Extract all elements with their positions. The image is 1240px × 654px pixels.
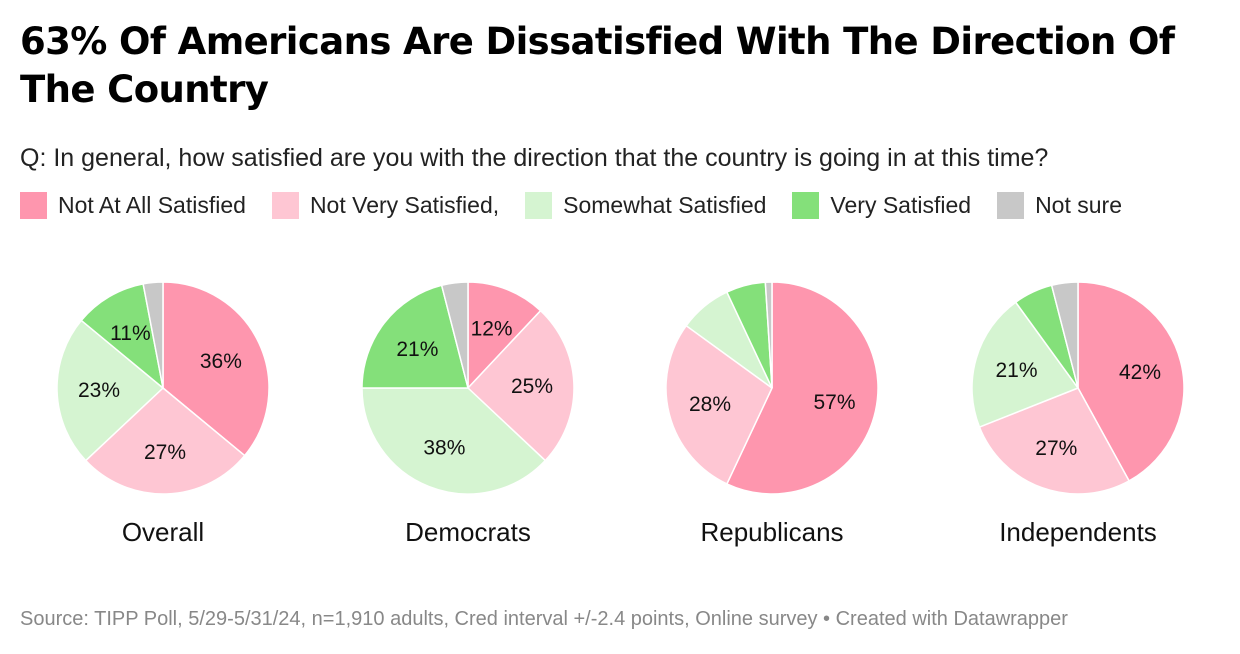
pie-independents: 42% 27% 21% Independents [971,281,1185,547]
pie-slice-very-satisfied [80,283,165,390]
slice-value-label: 21% [396,338,438,361]
legend-label: Not At All Satisfied [58,192,246,218]
legend-item-not-very-satisfied: Not Very Satisfied, [271,192,500,219]
legend-item-very-satisfied: Very Satisfied [792,192,971,219]
pie-slice-not-very-satisfied [978,387,1131,495]
legend-label: Not Very Satisfied, [309,192,500,218]
pie-group-label: Democrats [405,517,531,547]
pie-slice-not-at-all-satisfied [1077,281,1185,482]
pie-group-label: Overall [122,517,204,547]
legend-swatch [997,192,1025,219]
slice-value-label: 36% [200,350,242,373]
pie-slice-very-satisfied [361,284,469,389]
pie-republicans: 57% 28% Republicans [665,281,879,547]
pie-slice-not-at-all-satisfied [725,281,879,495]
pie-slice-not-sure [1050,281,1079,389]
legend-label: Somewhat Satisfied [563,192,767,218]
pie-slice-not-very-satisfied [466,309,575,462]
slice-value-label: 12% [471,318,513,341]
legend-item-not-at-all-satisfied: Not At All Satisfied [20,192,246,219]
slice-value-label: 28% [689,393,731,416]
pie-slice-not-sure [440,281,469,389]
chart-title: 63% Of Americans Are Dissatisfied With T… [20,20,1175,111]
legend-label: Very Satisfied [830,192,972,218]
pie-slice-not-very-satisfied [665,324,773,485]
legend-swatch [525,192,553,219]
slice-value-label: 38% [423,437,465,460]
source-note: Source: TIPP Poll, 5/29-5/31/24, n=1,910… [20,608,1068,630]
slice-value-label: 21% [995,359,1037,382]
slice-value-label: 25% [511,375,553,398]
pie-slice-not-at-all-satisfied [162,281,270,457]
slice-value-label: 27% [144,441,186,464]
slice-value-label: 42% [1119,361,1161,384]
slice-value-label: 23% [78,379,120,402]
slice-value-label: 11% [110,322,150,345]
slice-value-label: 57% [813,391,855,414]
legend-item-somewhat-satisfied: Somewhat Satisfied [525,192,766,219]
legend-label: Not sure [1035,192,1122,218]
slice-value-label: 27% [1035,437,1077,460]
pie-group-label: Republicans [700,517,843,547]
legend-swatch [20,192,47,219]
pie-slice-somewhat-satisfied [361,387,547,495]
pie-group-label: Independents [999,517,1157,547]
pie-slice-somewhat-satisfied [971,301,1080,428]
legend-swatch [271,192,299,219]
legend-swatch [792,192,820,219]
pie-slice-somewhat-satisfied [56,319,165,462]
pie-overall: 36% 27% 23% 11% Overall [56,281,270,547]
chart-subtitle: Q: In general, how satisfied are you wit… [20,144,1049,172]
legend-item-not-sure: Not sure [997,192,1122,219]
pie-democrats: 12% 25% 38% 21% Democrats [361,281,575,547]
pie-slice-not-sure [764,281,773,389]
legend: Not At All Satisfied Not Very Satisfied,… [20,192,1148,219]
pie-slice-not-at-all-satisfied [467,281,542,390]
pie-slice-not-sure [142,281,164,389]
pie-slice-not-very-satisfied [84,387,246,495]
